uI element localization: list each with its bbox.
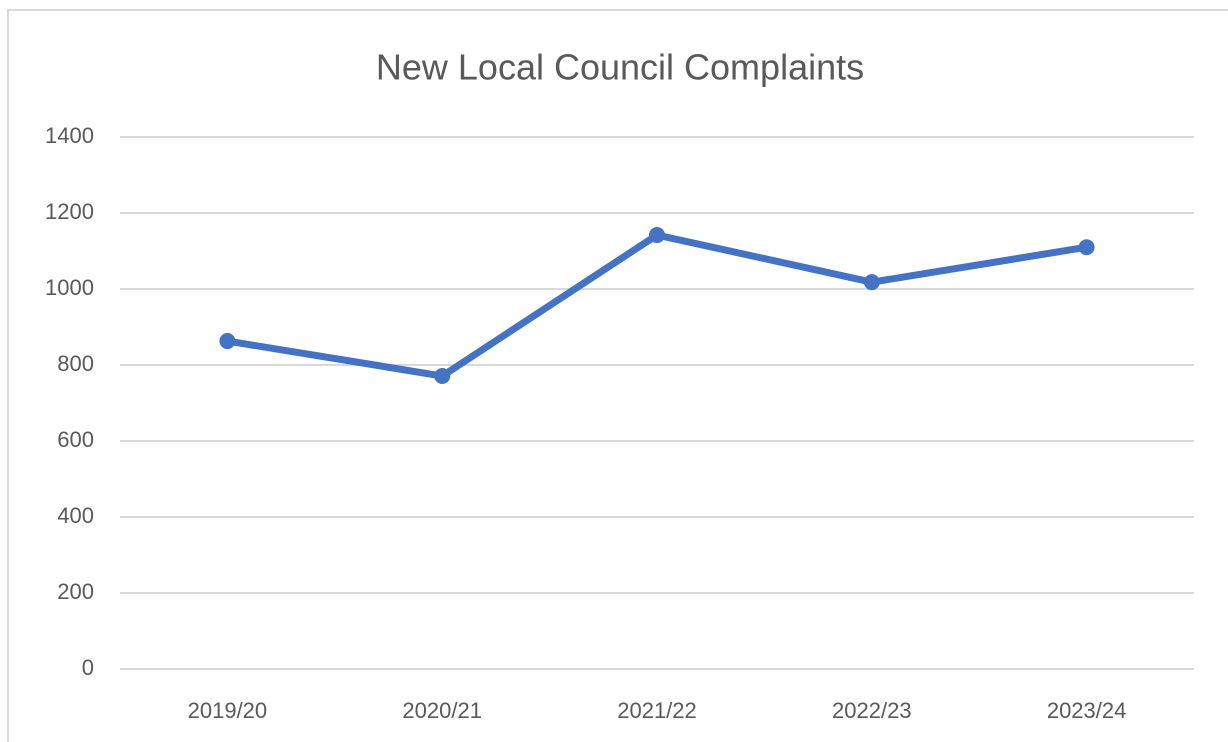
point — [649, 227, 665, 244]
point — [434, 368, 451, 385]
y-tick-label: 800 — [57, 351, 94, 376]
y-tick-label: 600 — [57, 427, 94, 452]
x-tick-label: 2020/21 — [402, 698, 482, 723]
chart-title: New Local Council Complaints — [376, 47, 864, 88]
point — [219, 333, 236, 350]
x-tick-label: 2022/23 — [832, 698, 912, 723]
y-tick-label: 1000 — [45, 275, 94, 300]
y-tick-label: 0 — [82, 655, 94, 680]
y-tick-label: 200 — [57, 579, 94, 604]
point — [863, 274, 880, 291]
x-tick-label: 2019/20 — [188, 698, 268, 723]
point — [1078, 239, 1095, 256]
x-tick-label: 2021/22 — [617, 698, 697, 723]
chart-border — [7, 9, 1228, 742]
y-tick-label: 1400 — [45, 123, 94, 148]
y-tick-label: 1200 — [45, 199, 94, 224]
x-tick-label: 2023/24 — [1047, 698, 1127, 723]
y-tick-label: 400 — [57, 503, 94, 528]
